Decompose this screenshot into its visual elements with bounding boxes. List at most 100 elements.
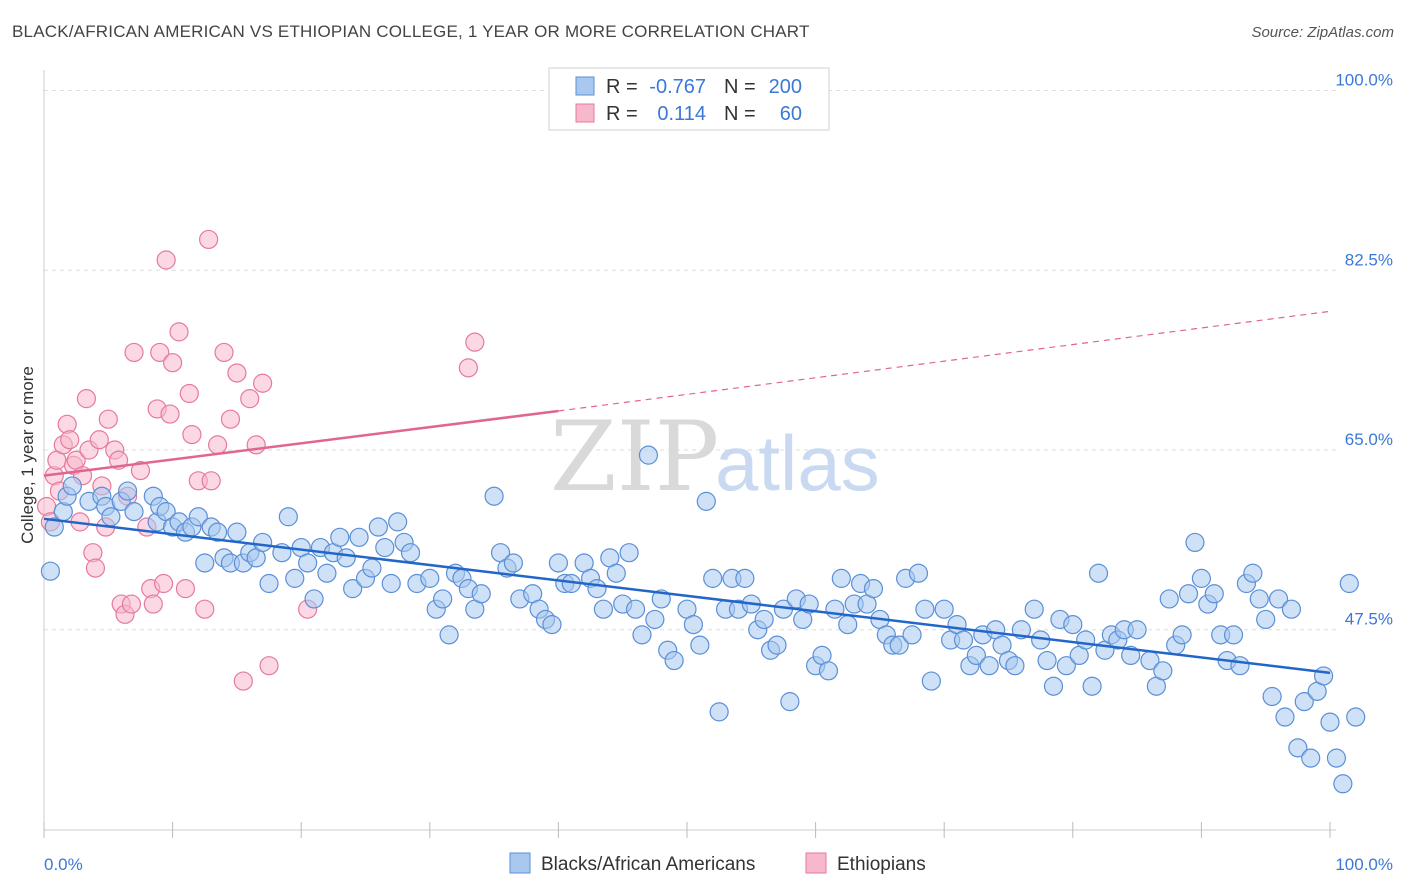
black-african-american-point bbox=[1024, 599, 1044, 619]
black-african-american-point bbox=[831, 568, 851, 588]
black-african-american-point bbox=[606, 563, 626, 583]
black-african-american-point bbox=[1262, 686, 1282, 707]
black-african-american-point bbox=[632, 625, 652, 645]
black-african-american-point bbox=[908, 563, 929, 583]
legend-r-value-pink: 0.114 bbox=[657, 103, 706, 125]
ethiopian-point bbox=[150, 342, 170, 363]
ethiopian-point bbox=[130, 460, 151, 481]
black-african-american-point bbox=[62, 476, 82, 496]
black-african-american-point bbox=[1159, 589, 1179, 609]
black-african-american-point bbox=[1178, 584, 1199, 604]
ethiopian-point bbox=[220, 409, 241, 429]
black-african-american-point bbox=[690, 635, 710, 655]
black-african-american-point bbox=[889, 635, 909, 655]
black-african-american-point bbox=[735, 568, 755, 588]
ethiopian-point bbox=[163, 353, 183, 373]
blacks-trend-line bbox=[43, 517, 1331, 675]
black-african-american-point bbox=[587, 579, 607, 599]
black-african-american-point bbox=[298, 553, 318, 573]
black-african-american-point bbox=[1088, 563, 1109, 583]
black-african-american-point bbox=[208, 522, 228, 542]
black-african-american-point bbox=[1313, 666, 1334, 686]
black-african-american-point bbox=[780, 692, 800, 712]
ethiopian-point bbox=[60, 430, 80, 450]
black-african-american-point bbox=[278, 507, 298, 527]
black-african-american-point bbox=[799, 594, 819, 614]
black-african-american-point bbox=[503, 553, 523, 573]
black-african-american-point bbox=[1172, 625, 1192, 645]
black-african-american-point bbox=[593, 599, 614, 619]
ethiopian-point bbox=[227, 363, 247, 383]
chart-title: BLACK/AFRICAN AMERICAN VS ETHIOPIAN COLL… bbox=[12, 22, 810, 41]
black-african-american-point bbox=[433, 589, 453, 609]
black-african-american-point bbox=[921, 671, 941, 691]
ethiopian-point bbox=[143, 594, 163, 614]
black-african-american-point bbox=[709, 702, 729, 722]
ethiopian-point bbox=[199, 229, 219, 250]
ethiopian-point bbox=[156, 250, 176, 270]
black-african-american-point bbox=[625, 599, 646, 619]
ethiopian-point bbox=[121, 594, 142, 614]
black-african-american-point bbox=[259, 573, 279, 594]
black-african-american-point bbox=[1204, 584, 1224, 604]
ethiopian-point bbox=[253, 373, 273, 393]
black-african-american-point bbox=[638, 445, 659, 465]
ethiopian-point bbox=[259, 656, 279, 676]
y-tick-labels: 47.5% 65.0% 82.5% 100.0% bbox=[1335, 71, 1393, 629]
ethiopian-point bbox=[124, 342, 144, 363]
ethiopian-point bbox=[233, 671, 253, 691]
black-african-american-point bbox=[619, 543, 639, 563]
black-african-american-point bbox=[1056, 656, 1076, 676]
legend-n-label-pink: N = bbox=[724, 103, 756, 125]
bottom-legend-swatch-blue bbox=[509, 852, 531, 874]
black-african-american-point bbox=[330, 527, 350, 547]
black-african-american-point bbox=[227, 522, 247, 542]
ethiopian-point bbox=[160, 404, 180, 424]
black-african-american-point bbox=[767, 635, 787, 655]
ethiopian-point bbox=[182, 424, 202, 445]
black-african-american-point bbox=[195, 553, 215, 573]
black-african-american-point bbox=[317, 563, 337, 583]
y-tick-label: 47.5% bbox=[1345, 610, 1393, 629]
ethiopian-point bbox=[169, 322, 189, 342]
black-african-american-point bbox=[253, 532, 273, 553]
black-african-american-point bbox=[1082, 676, 1102, 696]
ethiopian-point bbox=[465, 332, 485, 352]
legend-r-label-blue: R = bbox=[606, 76, 638, 98]
black-african-american-point bbox=[388, 512, 408, 532]
legend-n-value-pink: 60 bbox=[780, 103, 802, 125]
legend-r-value-blue: -0.767 bbox=[649, 76, 706, 98]
ethiopian-point bbox=[208, 435, 228, 455]
y-tick-label: 82.5% bbox=[1345, 250, 1393, 269]
black-african-american-point bbox=[1153, 661, 1173, 681]
bottom-legend-label-pink: Ethiopians bbox=[837, 854, 926, 875]
bottom-legend-label-blue: Blacks/African Americans bbox=[541, 854, 755, 875]
blacks-points bbox=[40, 445, 1366, 794]
ethiopian-point bbox=[246, 435, 266, 455]
black-african-american-point bbox=[439, 625, 459, 645]
black-african-american-point bbox=[1127, 620, 1147, 640]
legend-n-value-blue: 200 bbox=[769, 76, 802, 98]
y-tick-label: 100.0% bbox=[1335, 71, 1393, 90]
black-african-american-point bbox=[542, 614, 562, 635]
black-african-american-point bbox=[304, 589, 324, 609]
black-african-american-point bbox=[484, 486, 504, 506]
ethiopian-point bbox=[458, 358, 478, 378]
ethiopian-point bbox=[175, 579, 196, 599]
black-african-american-point bbox=[1063, 614, 1083, 635]
chart-source: Source: ZipAtlas.com bbox=[1251, 24, 1394, 41]
black-african-american-point bbox=[117, 481, 138, 501]
black-african-american-point bbox=[934, 599, 954, 619]
ethiopians-trend-line bbox=[43, 409, 559, 477]
y-axis-label: College, 1 year or more bbox=[18, 366, 37, 544]
black-african-american-point bbox=[1256, 609, 1276, 630]
ethiopian-point bbox=[76, 389, 97, 409]
legend-swatch-blue bbox=[575, 76, 595, 96]
black-african-american-point bbox=[471, 584, 491, 604]
bottom-legend-swatch-pink bbox=[805, 852, 827, 874]
black-african-american-point bbox=[1249, 589, 1269, 609]
black-african-american-point bbox=[400, 543, 421, 563]
y-tick-label: 65.0% bbox=[1345, 430, 1393, 449]
black-african-american-point bbox=[953, 630, 974, 650]
